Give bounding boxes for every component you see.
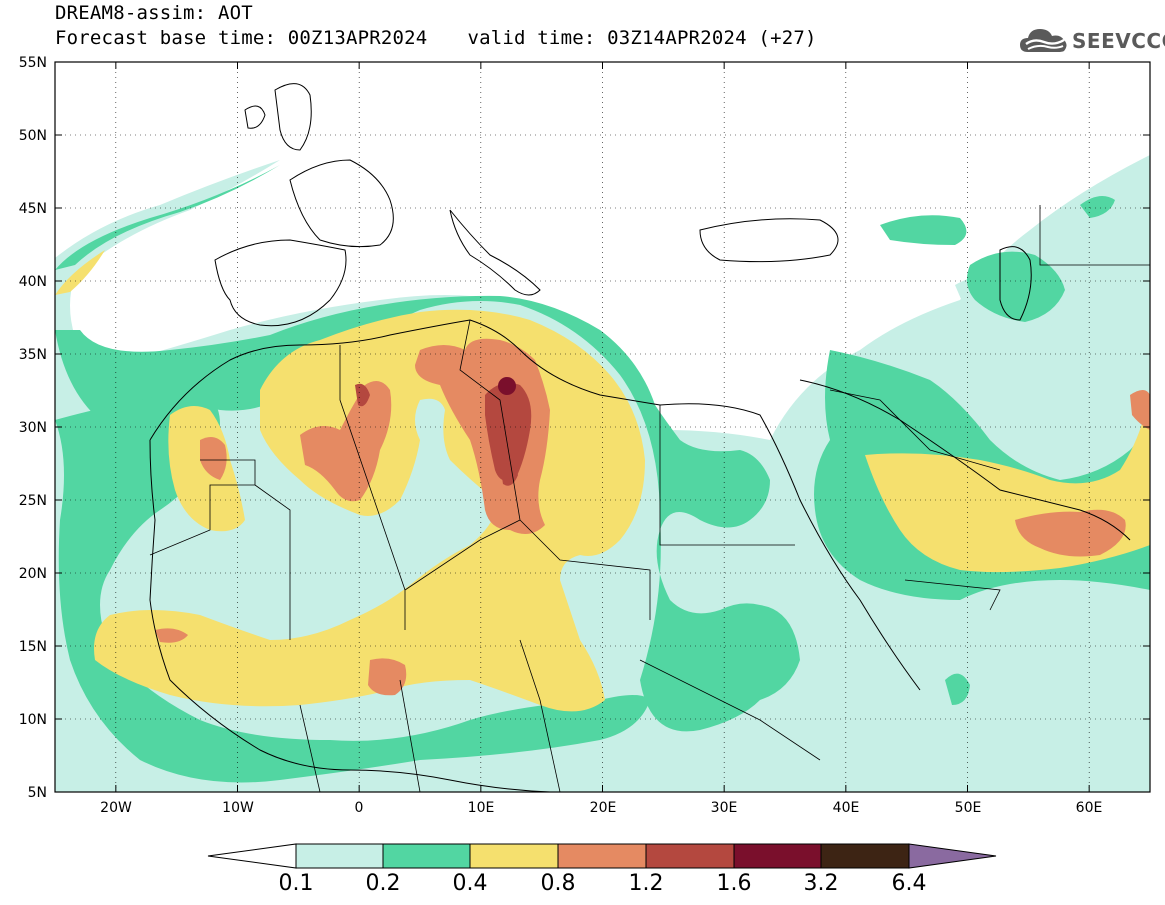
time-line: Forecast base time: 00Z13APR2024 valid ti…	[55, 27, 817, 49]
lat-label: 50N	[19, 128, 47, 144]
lat-label: 40N	[19, 274, 47, 290]
valid-time: valid time: 03Z14APR2024 (+27)	[467, 27, 817, 49]
lat-label: 5N	[28, 785, 47, 801]
lat-label: 10N	[19, 712, 47, 728]
aot-field	[55, 83, 1150, 792]
colorbar: 0.1 0.2 0.4 0.8 1.2 1.6 3.2 6.4	[207, 843, 997, 896]
lon-label: 0	[355, 800, 364, 816]
colorbar-box	[733, 843, 822, 869]
lon-label: 60E	[1076, 800, 1103, 816]
colorbar-box	[820, 843, 910, 869]
aot-level-1-2	[355, 382, 532, 486]
lat-label: 25N	[19, 493, 47, 509]
lat-label: 55N	[19, 55, 47, 71]
colorbar-over-arrow	[908, 843, 997, 869]
lon-label: 20E	[590, 800, 617, 816]
colorbar-box	[382, 843, 471, 869]
colorbar-box	[469, 843, 559, 869]
lon-label: 30E	[711, 800, 738, 816]
colorbar-label: 6.4	[892, 871, 927, 896]
colorbar-under-arrow	[207, 843, 297, 869]
cloud-logo-icon	[1020, 29, 1067, 52]
lon-label: 20W	[100, 800, 132, 816]
colorbar-label: 0.8	[541, 871, 576, 896]
colorbar-label: 0.2	[366, 871, 401, 896]
graticule	[55, 62, 1150, 792]
lon-label: 10W	[222, 800, 254, 816]
lon-label: 50E	[955, 800, 982, 816]
lat-label: 15N	[19, 639, 47, 655]
seevccc-logo: SEEVCCC	[1018, 24, 1165, 56]
lat-label: 20N	[19, 566, 47, 582]
country-borders	[149, 205, 1150, 792]
lat-label: 30N	[19, 420, 47, 436]
colorbar-label: 0.4	[453, 871, 488, 896]
lat-label: 45N	[19, 201, 47, 217]
colorbar-label: 0.1	[279, 871, 314, 896]
colorbar-label: 1.6	[717, 871, 752, 896]
lon-label: 10E	[468, 800, 495, 816]
lat-axis: 55N 50N 45N 40N 35N 30N 25N 20N 15N 10N …	[19, 55, 47, 801]
lat-label: 35N	[19, 347, 47, 363]
lon-axis: 20W 10W 0 10E 20E 30E 40E 50E 60E	[100, 800, 1102, 816]
colorbar-label: 1.2	[629, 871, 664, 896]
colorbar-label: 3.2	[804, 871, 839, 896]
logo-text: SEEVCCC	[1072, 29, 1165, 53]
colorbar-box	[557, 843, 647, 869]
title-line: DREAM8-assim: AOT	[55, 2, 253, 24]
lon-label: 40E	[833, 800, 860, 816]
colorbar-box	[645, 843, 735, 869]
axis-ticks	[55, 61, 1150, 793]
colorbar-box	[295, 843, 384, 869]
forecast-base-time: Forecast base time: 00Z13APR2024	[55, 27, 428, 49]
aot-level-1-6	[498, 377, 516, 395]
